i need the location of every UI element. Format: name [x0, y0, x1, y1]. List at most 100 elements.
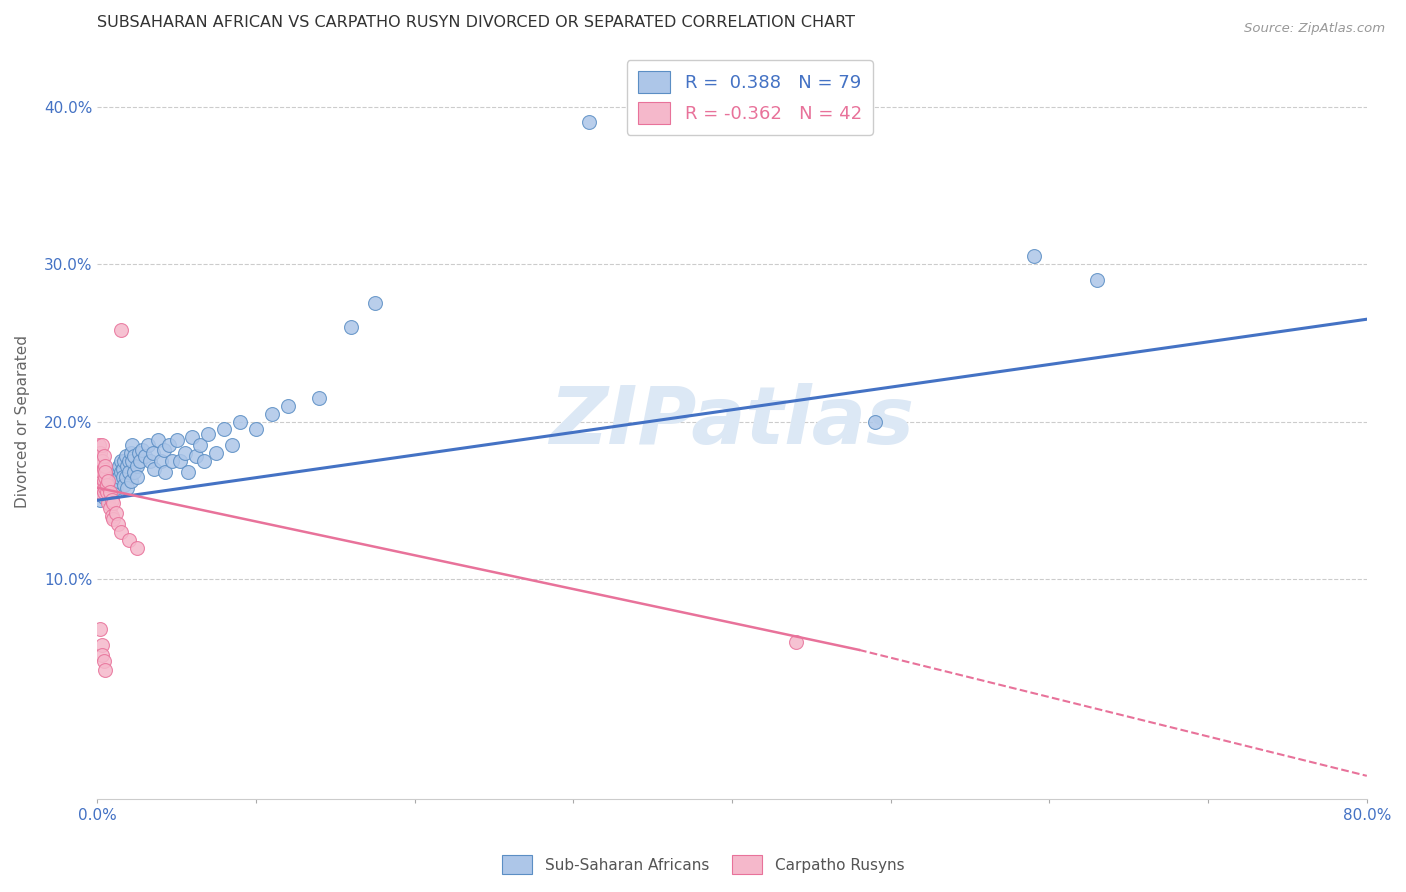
- Point: [190, 438, 212, 452]
- Point: [149, 454, 172, 468]
- Point: [134, 449, 156, 463]
- Point: [96, 485, 118, 500]
- Point: [96, 485, 118, 500]
- Point: [89, 485, 111, 500]
- Point: [120, 475, 142, 489]
- Point: [93, 462, 115, 476]
- Point: [93, 490, 115, 504]
- Point: [114, 469, 136, 483]
- Point: [173, 446, 195, 460]
- Point: [245, 422, 267, 436]
- Point: [118, 454, 141, 468]
- Text: Source: ZipAtlas.com: Source: ZipAtlas.com: [1244, 22, 1385, 36]
- Point: [87, 485, 110, 500]
- Point: [117, 458, 139, 473]
- Point: [91, 485, 114, 500]
- Point: [364, 296, 387, 310]
- Point: [1022, 249, 1045, 263]
- Point: [111, 462, 134, 476]
- Point: [181, 430, 204, 444]
- Y-axis label: Divorced or Separated: Divorced or Separated: [15, 335, 30, 508]
- Point: [89, 493, 111, 508]
- Point: [114, 449, 136, 463]
- Point: [105, 506, 128, 520]
- Point: [184, 449, 207, 463]
- Point: [125, 541, 148, 555]
- Point: [98, 485, 121, 500]
- Point: [143, 462, 166, 476]
- Point: [94, 481, 117, 495]
- Point: [89, 446, 111, 460]
- Point: [125, 458, 148, 473]
- Point: [91, 454, 114, 468]
- Point: [107, 462, 129, 476]
- Point: [97, 483, 120, 497]
- Point: [94, 465, 117, 479]
- Point: [340, 320, 363, 334]
- Point: [101, 496, 124, 510]
- Point: [260, 407, 283, 421]
- Point: [94, 481, 117, 495]
- Point: [118, 533, 141, 547]
- Point: [89, 475, 111, 489]
- Point: [93, 485, 115, 500]
- Point: [107, 516, 129, 531]
- Point: [221, 438, 243, 452]
- Point: [229, 415, 252, 429]
- Point: [308, 391, 330, 405]
- Point: [121, 438, 143, 452]
- Point: [205, 446, 228, 460]
- Point: [93, 475, 115, 489]
- Point: [277, 399, 299, 413]
- Point: [91, 465, 114, 479]
- Point: [97, 489, 120, 503]
- Point: [101, 477, 124, 491]
- Legend: R =  0.388   N = 79, R = -0.362   N = 42: R = 0.388 N = 79, R = -0.362 N = 42: [627, 61, 873, 135]
- Point: [136, 438, 159, 452]
- Point: [131, 442, 153, 457]
- Point: [87, 469, 110, 483]
- Point: [138, 454, 160, 468]
- Point: [120, 446, 142, 460]
- Point: [110, 323, 132, 337]
- Point: [105, 481, 128, 495]
- Point: [101, 512, 124, 526]
- Point: [110, 465, 132, 479]
- Point: [97, 496, 120, 510]
- Point: [108, 458, 131, 473]
- Point: [98, 485, 121, 500]
- Point: [98, 475, 121, 489]
- Point: [863, 415, 886, 429]
- Point: [97, 475, 120, 489]
- Point: [91, 481, 114, 495]
- Point: [98, 501, 121, 516]
- Point: [100, 469, 122, 483]
- Point: [166, 434, 188, 448]
- Point: [122, 465, 145, 479]
- Point: [155, 465, 177, 479]
- Point: [122, 449, 145, 463]
- Legend: Sub-Saharan Africans, Carpatho Rusyns: Sub-Saharan Africans, Carpatho Rusyns: [496, 849, 910, 880]
- Point: [104, 475, 127, 489]
- Point: [87, 438, 110, 452]
- Point: [125, 469, 148, 483]
- Point: [117, 481, 139, 495]
- Point: [112, 454, 135, 468]
- Point: [129, 454, 152, 468]
- Point: [93, 654, 115, 668]
- Point: [193, 454, 215, 468]
- Point: [578, 115, 600, 129]
- Point: [105, 469, 128, 483]
- Point: [96, 477, 118, 491]
- Point: [110, 454, 132, 468]
- Point: [100, 493, 122, 508]
- Point: [94, 458, 117, 473]
- Point: [146, 434, 169, 448]
- Point: [785, 635, 807, 649]
- Point: [110, 524, 132, 539]
- Point: [89, 623, 111, 637]
- Point: [160, 454, 183, 468]
- Point: [94, 469, 117, 483]
- Point: [111, 469, 134, 483]
- Point: [112, 477, 135, 491]
